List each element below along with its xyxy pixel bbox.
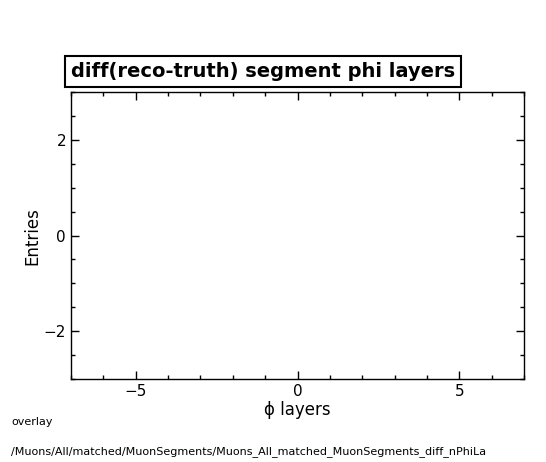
Y-axis label: Entries: Entries: [23, 207, 41, 265]
X-axis label: ϕ layers: ϕ layers: [264, 401, 331, 419]
Text: diff(reco-truth) segment phi layers: diff(reco-truth) segment phi layers: [71, 62, 455, 81]
Text: /Muons/All/matched/MuonSegments/Muons_All_matched_MuonSegments_diff_nPhiLa: /Muons/All/matched/MuonSegments/Muons_Al…: [11, 446, 486, 457]
Text: overlay: overlay: [11, 417, 52, 427]
